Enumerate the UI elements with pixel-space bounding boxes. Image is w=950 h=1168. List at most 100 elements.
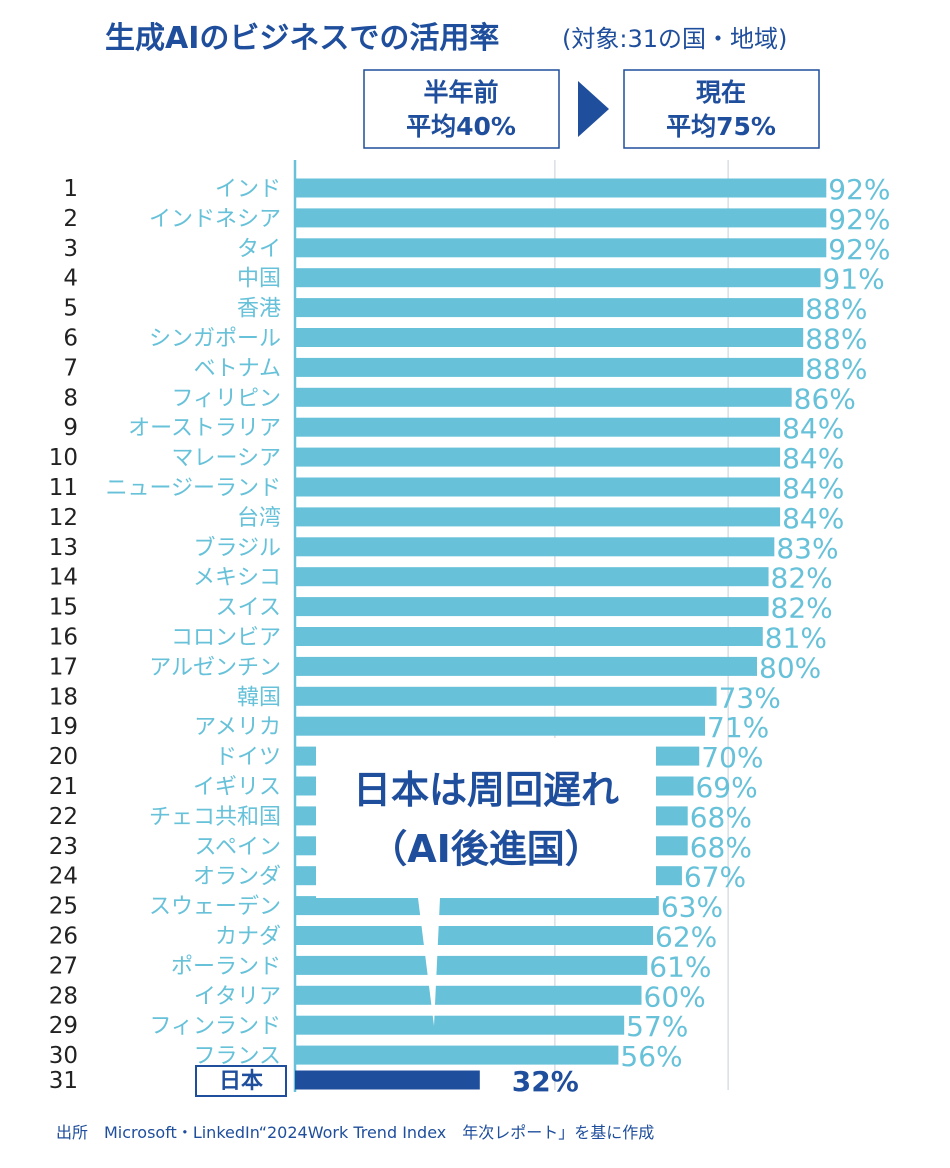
bar — [295, 716, 706, 736]
value-label: 62% — [655, 921, 717, 954]
value-label: 83% — [776, 532, 838, 565]
rank-label: 22 — [49, 804, 78, 830]
rank-label: 5 — [63, 296, 78, 322]
category-label: 香港 — [237, 297, 281, 322]
value-label: 92% — [828, 233, 890, 266]
value-label: 68% — [690, 801, 752, 834]
bar — [295, 926, 654, 945]
category-label: インド — [215, 177, 281, 202]
bar — [295, 537, 775, 557]
rank-label: 11 — [49, 475, 78, 501]
rank-label: 7 — [63, 355, 78, 381]
category-label: スペイン — [195, 835, 281, 860]
bar — [295, 567, 769, 587]
value-label: 32% — [512, 1065, 579, 1098]
bar — [295, 627, 763, 646]
rank-label: 17 — [49, 654, 78, 680]
summary-before-value: 平均40% — [406, 112, 516, 141]
value-label: 84% — [782, 412, 844, 445]
value-label: 84% — [782, 472, 844, 505]
arrow-right-icon — [578, 81, 609, 137]
category-label: フィリピン — [171, 386, 281, 411]
callout-line-1: 日本は周回遅れ — [353, 768, 619, 812]
category-label: ニュージーランド — [105, 476, 281, 501]
value-label: 91% — [823, 263, 885, 296]
category-label: 中国 — [237, 267, 281, 292]
category-label: シンガポール — [149, 327, 281, 352]
chart-rows: 1 インド 92% 2 インドネシア 92% 3 タイ 92% 4 中国 91% 5 香港 88% 6 シンガポ… — [49, 173, 891, 1098]
category-label: コロンビア — [171, 626, 281, 651]
summary-after-box: 現在 平均75% — [623, 69, 820, 149]
category-label: 台湾 — [237, 506, 281, 531]
rank-label: 13 — [49, 535, 78, 561]
bar — [295, 1045, 619, 1065]
bar — [295, 656, 757, 676]
bar — [295, 328, 804, 347]
chart-title: 生成AIのビジネスでの活用率 — [105, 21, 499, 56]
value-label: 71% — [707, 711, 769, 744]
chart-subtitle: (対象:31の国・地域) — [562, 25, 787, 53]
category-label: アメリカ — [194, 715, 281, 740]
bar — [295, 985, 642, 1005]
bar — [295, 387, 792, 407]
bar — [295, 298, 804, 318]
rank-label: 3 — [63, 236, 78, 262]
rank-label: 2 — [63, 206, 78, 232]
bar — [295, 447, 781, 467]
rank-label: 15 — [49, 595, 78, 621]
category-label: スウェーデン — [149, 895, 281, 920]
category-label: メキシコ — [193, 566, 281, 591]
summary-before-box: 半年前 平均40% — [363, 69, 560, 149]
rank-label: 14 — [49, 565, 78, 591]
rank-label: 8 — [63, 385, 78, 411]
callout: 日本は周回遅れ （AI後進国） — [316, 738, 656, 1026]
bar — [295, 357, 804, 377]
rank-label: 23 — [49, 834, 78, 860]
category-label: フランス — [193, 1044, 281, 1069]
category-label: ブラジル — [193, 536, 281, 561]
category-label: アルゼンチン — [149, 655, 281, 680]
rank-label: 1 — [63, 176, 78, 202]
category-label: カナダ — [215, 925, 281, 950]
rank-label: 21 — [49, 774, 78, 800]
category-label: スイス — [216, 596, 281, 621]
callout-line-2: （AI後進国） — [369, 827, 603, 871]
category-label: フィンランド — [149, 1014, 281, 1039]
value-label: 73% — [719, 681, 781, 714]
rank-label: 31 — [49, 1068, 78, 1094]
rank-label: 18 — [49, 684, 78, 710]
bar — [295, 178, 827, 198]
value-label: 56% — [620, 1040, 682, 1073]
bar — [295, 597, 769, 617]
rank-label: 24 — [49, 864, 78, 890]
category-label: 日本 — [219, 1069, 263, 1094]
category-label: ベトナム — [194, 356, 281, 381]
value-label: 60% — [644, 980, 706, 1013]
category-label: オランダ — [193, 865, 281, 890]
value-label: 92% — [828, 203, 890, 236]
rank-label: 6 — [63, 326, 78, 352]
value-label: 69% — [695, 771, 757, 804]
bar — [295, 507, 781, 527]
value-label: 68% — [690, 831, 752, 864]
value-label: 67% — [684, 861, 746, 894]
value-label: 88% — [805, 293, 867, 326]
rank-label: 16 — [49, 625, 78, 651]
rank-label: 26 — [49, 924, 78, 950]
category-label: 韓国 — [237, 685, 281, 710]
value-label: 92% — [828, 173, 890, 206]
bar — [295, 208, 827, 228]
rank-label: 4 — [63, 266, 78, 292]
bar — [295, 268, 821, 288]
value-label: 86% — [794, 382, 856, 415]
rank-label: 28 — [49, 983, 78, 1009]
value-label: 84% — [782, 442, 844, 475]
category-label: イギリス — [193, 775, 281, 800]
value-label: 81% — [765, 622, 827, 655]
category-label: オーストラリア — [128, 416, 281, 441]
value-label: 63% — [661, 891, 723, 924]
bar — [295, 896, 659, 916]
bar — [295, 1015, 625, 1035]
value-label: 70% — [701, 741, 763, 774]
